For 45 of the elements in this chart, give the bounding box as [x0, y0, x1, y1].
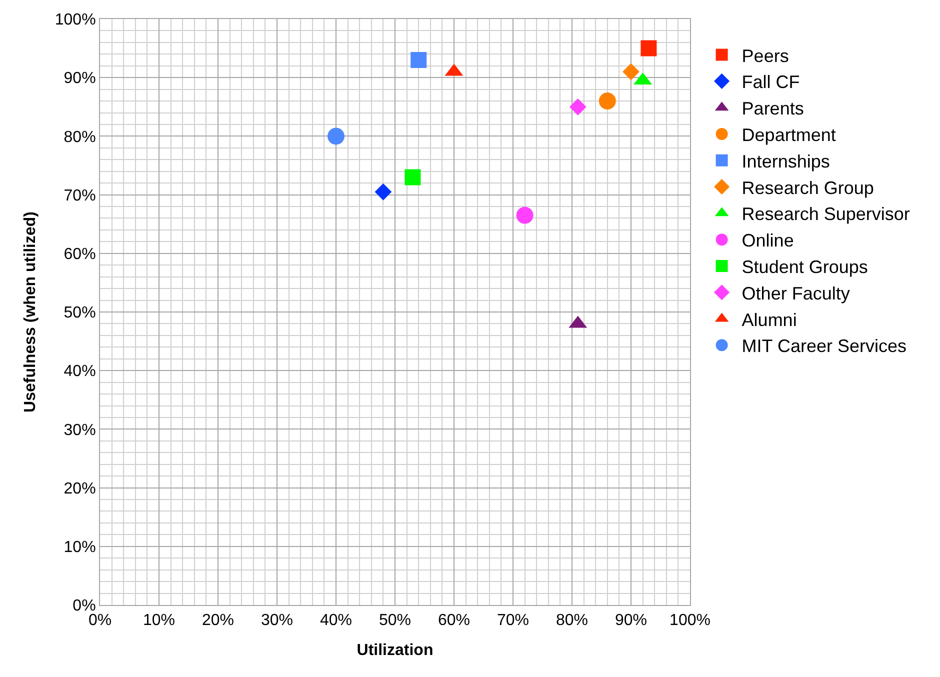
legend-label: Alumni [742, 310, 797, 330]
legend-label: Internships [742, 151, 830, 172]
x-tick-label: 100% [670, 612, 710, 630]
y-tick-label: 70% [64, 187, 96, 204]
x-tick-label: 10% [142, 612, 176, 630]
legend-label: Research Group [742, 178, 874, 198]
point [404, 169, 421, 186]
y-tick-label: 50% [64, 304, 96, 322]
x-tick-label: 60% [438, 612, 470, 630]
point [569, 98, 586, 116]
legend-label: Peers [742, 46, 789, 66]
y-tick-label: 20% [64, 480, 96, 498]
y-tick-label: 10% [64, 539, 96, 556]
y-tick-label: 60% [64, 246, 96, 263]
x-tick-label: 40% [320, 612, 352, 630]
x-tick-label: 90% [614, 612, 648, 630]
legend-label: Other Faculty [742, 283, 850, 304]
y-tick-label: 80% [64, 128, 96, 146]
legend-label: MIT Career Services [742, 336, 907, 356]
legend-label: Research Supervisor [742, 204, 910, 224]
point [374, 183, 392, 200]
x-tick-label: 70% [496, 612, 530, 630]
x-tick-label: 80% [556, 612, 588, 630]
point [516, 206, 534, 224]
legend-label: Online [742, 230, 794, 251]
y-tick-label: 90% [64, 70, 96, 88]
y-tick-label: 40% [64, 363, 96, 380]
legend-label: Department [742, 125, 836, 145]
x-tick-label: 0% [88, 612, 112, 630]
point [410, 52, 427, 68]
point [640, 40, 657, 56]
y-tick-label: 0% [72, 598, 96, 615]
x-tick-label: 20% [202, 612, 234, 630]
point [328, 128, 344, 145]
point [622, 63, 640, 80]
legend-label: Parents [742, 98, 804, 119]
y-tick-label: 30% [64, 422, 96, 439]
x-tick-label: 50% [378, 612, 412, 630]
legend-label: Fall CF [742, 72, 800, 92]
x-axis-title: Utilization [356, 642, 434, 659]
point [598, 92, 616, 110]
y-axis-title: Usefulness (when utilized) [22, 212, 39, 412]
legend-label: Student Groups [742, 257, 868, 277]
x-tick-label: 30% [260, 612, 294, 630]
y-tick-label: 100% [54, 12, 96, 29]
